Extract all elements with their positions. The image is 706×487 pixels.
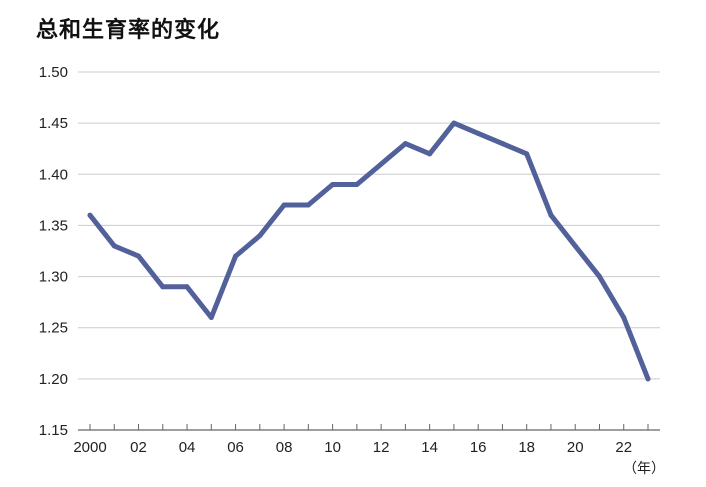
y-tick-label: 1.15 [39, 422, 68, 439]
x-tick-label: 20 [567, 439, 584, 456]
x-tick-label: 08 [276, 439, 293, 456]
x-tick-label: 12 [373, 439, 390, 456]
data-point [475, 130, 481, 136]
y-tick-label: 1.40 [39, 166, 68, 183]
data-point [645, 376, 651, 382]
data-point [499, 141, 505, 147]
data-point [111, 243, 117, 249]
y-tick-labels: 1.15 1.20 1.25 1.30 1.35 1.40 1.45 1.50 [39, 64, 68, 439]
data-point [378, 161, 384, 167]
data-point [136, 253, 142, 259]
y-tick-label: 1.50 [39, 64, 68, 81]
data-point [160, 284, 166, 290]
y-tick-label: 1.30 [39, 269, 68, 286]
data-point [621, 314, 627, 320]
data-point [330, 182, 336, 188]
x-axis-unit-label: （年） [623, 461, 665, 477]
x-axis [78, 424, 660, 431]
grid-lines [78, 71, 660, 380]
data-point [184, 284, 190, 290]
data-point [305, 202, 311, 208]
data-point [524, 151, 530, 157]
series-line [87, 120, 651, 382]
x-tick-label: 18 [518, 439, 535, 456]
y-tick-label: 1.25 [39, 320, 68, 337]
x-tick-label: 06 [227, 439, 244, 456]
y-tick-label: 1.20 [39, 371, 68, 388]
data-point [548, 212, 554, 218]
data-point [572, 243, 578, 249]
data-point [87, 212, 93, 218]
x-tick-label: 16 [470, 439, 487, 456]
x-tick-label: 2000 [73, 439, 106, 456]
x-tick-label: 14 [421, 439, 438, 456]
data-point [281, 202, 287, 208]
x-tick-label: 22 [615, 439, 632, 456]
data-point [596, 274, 602, 280]
data-point [451, 120, 457, 126]
data-point [257, 233, 263, 239]
x-tick-labels: 2000 02 04 06 08 10 12 14 16 18 20 22 [73, 439, 632, 456]
series-layer [87, 120, 651, 382]
data-point [427, 151, 433, 157]
y-tick-label: 1.45 [39, 115, 68, 132]
data-point [354, 182, 360, 188]
data-point [208, 314, 214, 320]
data-point [233, 253, 239, 259]
chart-title: 总和生育率的变化 [36, 18, 221, 43]
x-tick-label: 10 [324, 439, 341, 456]
x-tick-label: 04 [179, 439, 196, 456]
data-point [402, 141, 408, 147]
y-tick-label: 1.35 [39, 217, 68, 234]
x-tick-label: 02 [130, 439, 147, 456]
